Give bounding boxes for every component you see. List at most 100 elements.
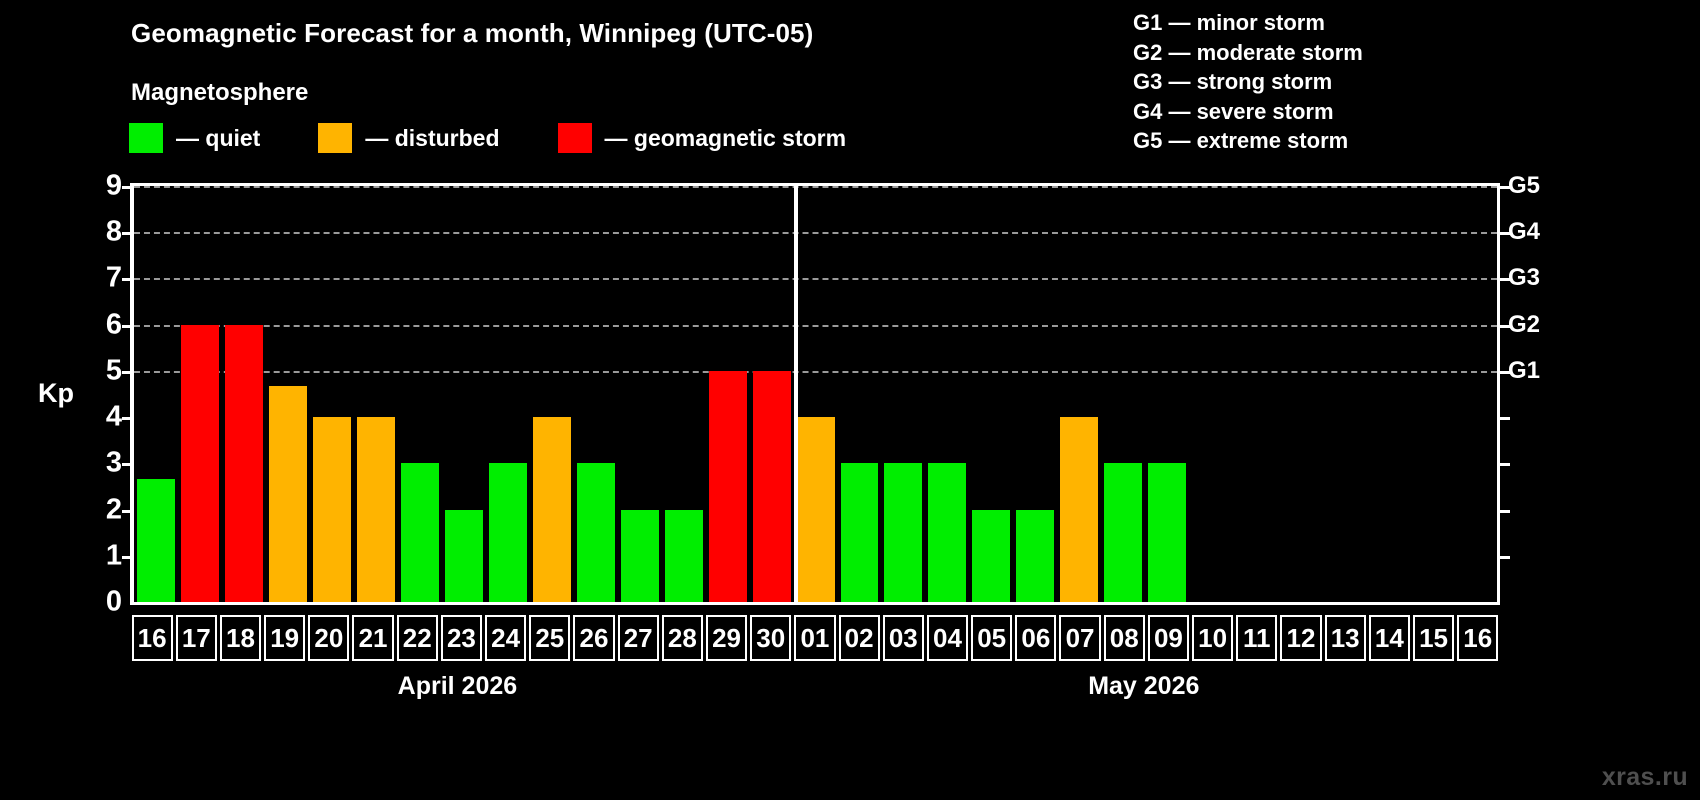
- y-tick-mark-7: [122, 278, 133, 282]
- bar-cell-22[interactable]: [398, 186, 442, 602]
- bar-cell-15[interactable]: [1409, 186, 1453, 602]
- date-label-21[interactable]: 21: [352, 615, 394, 661]
- bar-cell-08[interactable]: [1101, 186, 1145, 602]
- date-label-23[interactable]: 23: [440, 615, 482, 661]
- date-label-14[interactable]: 14: [1368, 615, 1410, 661]
- bar-cell-26[interactable]: [574, 186, 618, 602]
- date-label-30[interactable]: 30: [750, 615, 792, 661]
- date-label-18[interactable]: 18: [219, 615, 262, 661]
- bar-22[interactable]: [400, 463, 439, 602]
- page-title: Geomagnetic Forecast for a month, Winnip…: [131, 18, 814, 48]
- y-tick-label-0: 0: [105, 585, 122, 618]
- date-label-27[interactable]: 27: [617, 615, 659, 661]
- g-scale-row-4: G4 — severe storm: [1133, 98, 1334, 124]
- date-label-29[interactable]: 29: [705, 615, 748, 661]
- bar-19[interactable]: [268, 386, 307, 602]
- g-tick-mark-minor-1: [1500, 555, 1510, 559]
- bar-cell-12[interactable]: [1277, 186, 1321, 602]
- bar-cell-09[interactable]: [1145, 186, 1189, 602]
- bar-cell-16[interactable]: [1453, 186, 1497, 602]
- date-label-26[interactable]: 26: [573, 615, 615, 661]
- bar-23[interactable]: [444, 509, 483, 602]
- date-label-06[interactable]: 06: [1015, 615, 1057, 661]
- bar-cell-29[interactable]: [706, 186, 750, 602]
- date-label-25[interactable]: 25: [529, 615, 571, 661]
- bar-30[interactable]: [752, 370, 791, 602]
- date-label-19[interactable]: 19: [264, 615, 306, 661]
- bar-09[interactable]: [1148, 463, 1187, 602]
- g-tick-mark-G1: [1500, 370, 1510, 374]
- bar-16[interactable]: [137, 478, 175, 602]
- date-label-13[interactable]: 13: [1324, 615, 1366, 661]
- bar-cell-07[interactable]: [1057, 186, 1101, 602]
- bar-24[interactable]: [488, 463, 527, 602]
- bar-03[interactable]: [884, 463, 923, 602]
- date-label-17[interactable]: 17: [175, 615, 217, 661]
- bar-cell-10[interactable]: [1189, 186, 1233, 602]
- bar-01[interactable]: [796, 417, 835, 602]
- date-label-05[interactable]: 05: [971, 615, 1013, 661]
- bar-25[interactable]: [532, 417, 571, 602]
- date-label-07[interactable]: 07: [1059, 615, 1101, 661]
- bar-cell-19[interactable]: [266, 186, 310, 602]
- bar-cell-18[interactable]: [222, 186, 266, 602]
- bar-06[interactable]: [1016, 509, 1055, 602]
- g-tick-label-G2: G2: [1508, 310, 1541, 338]
- date-label-01[interactable]: 01: [794, 615, 836, 661]
- bar-26[interactable]: [576, 463, 615, 602]
- bar-cell-25[interactable]: [530, 186, 574, 602]
- date-label-16[interactable]: 16: [131, 615, 173, 661]
- date-label-16[interactable]: 16: [1457, 615, 1499, 661]
- bar-cell-16[interactable]: [134, 186, 178, 602]
- g-tick-mark-minor-3: [1500, 463, 1510, 467]
- date-label-24[interactable]: 24: [485, 615, 527, 661]
- date-label-04[interactable]: 04: [926, 615, 969, 661]
- bar-cell-06[interactable]: [1013, 186, 1057, 602]
- bar-cell-14[interactable]: [1365, 186, 1409, 602]
- bar-08[interactable]: [1104, 463, 1143, 602]
- date-label-15[interactable]: 15: [1412, 615, 1455, 661]
- g-scale-row-5: G5 — extreme storm: [1133, 128, 1349, 153]
- date-label-08[interactable]: 08: [1103, 615, 1145, 661]
- date-label-10[interactable]: 10: [1192, 615, 1234, 661]
- bar-cell-24[interactable]: [486, 186, 530, 602]
- bar-27[interactable]: [620, 509, 659, 602]
- bar-cell-28[interactable]: [662, 186, 706, 602]
- bar-cell-01[interactable]: [794, 186, 838, 602]
- bar-cell-23[interactable]: [442, 186, 486, 602]
- y-tick-label-7: 7: [105, 261, 122, 294]
- date-label-02[interactable]: 02: [838, 615, 880, 661]
- bar-cell-04[interactable]: [925, 186, 969, 602]
- g-tick-mark-minor-4: [1500, 417, 1510, 421]
- date-label-20[interactable]: 20: [308, 615, 350, 661]
- bar-07[interactable]: [1060, 417, 1099, 602]
- bar-21[interactable]: [356, 417, 395, 602]
- bar-02[interactable]: [840, 463, 879, 602]
- bar-cell-21[interactable]: [354, 186, 398, 602]
- bar-cell-20[interactable]: [310, 186, 354, 602]
- date-label-09[interactable]: 09: [1147, 615, 1189, 661]
- bar-cell-05[interactable]: [969, 186, 1013, 602]
- bar-cell-11[interactable]: [1233, 186, 1277, 602]
- date-label-22[interactable]: 22: [396, 615, 438, 661]
- bar-cell-03[interactable]: [881, 186, 925, 602]
- g-scale-row-2: G2 — moderate storm: [1133, 39, 1363, 65]
- bar-17[interactable]: [180, 324, 219, 602]
- bar-cell-02[interactable]: [838, 186, 882, 602]
- date-label-12[interactable]: 12: [1280, 615, 1322, 661]
- g-scale-row-1: G1 — minor storm: [1133, 10, 1325, 35]
- bar-20[interactable]: [312, 417, 351, 602]
- bar-18[interactable]: [224, 324, 263, 602]
- bar-29[interactable]: [708, 370, 747, 602]
- date-label-03[interactable]: 03: [882, 615, 924, 661]
- bar-cell-17[interactable]: [178, 186, 222, 602]
- date-axis: 16 17 18 19 20 21 22 23 24 25 26 27 28 29 30 01 02 03 04 05…: [130, 615, 1500, 661]
- bar-04[interactable]: [928, 463, 967, 602]
- bar-cell-27[interactable]: [618, 186, 662, 602]
- bar-cell-30[interactable]: [750, 186, 794, 602]
- bar-28[interactable]: [664, 509, 703, 602]
- bar-cell-13[interactable]: [1321, 186, 1365, 602]
- date-label-11[interactable]: 11: [1236, 615, 1278, 661]
- date-label-28[interactable]: 28: [661, 615, 703, 661]
- bar-05[interactable]: [972, 509, 1011, 602]
